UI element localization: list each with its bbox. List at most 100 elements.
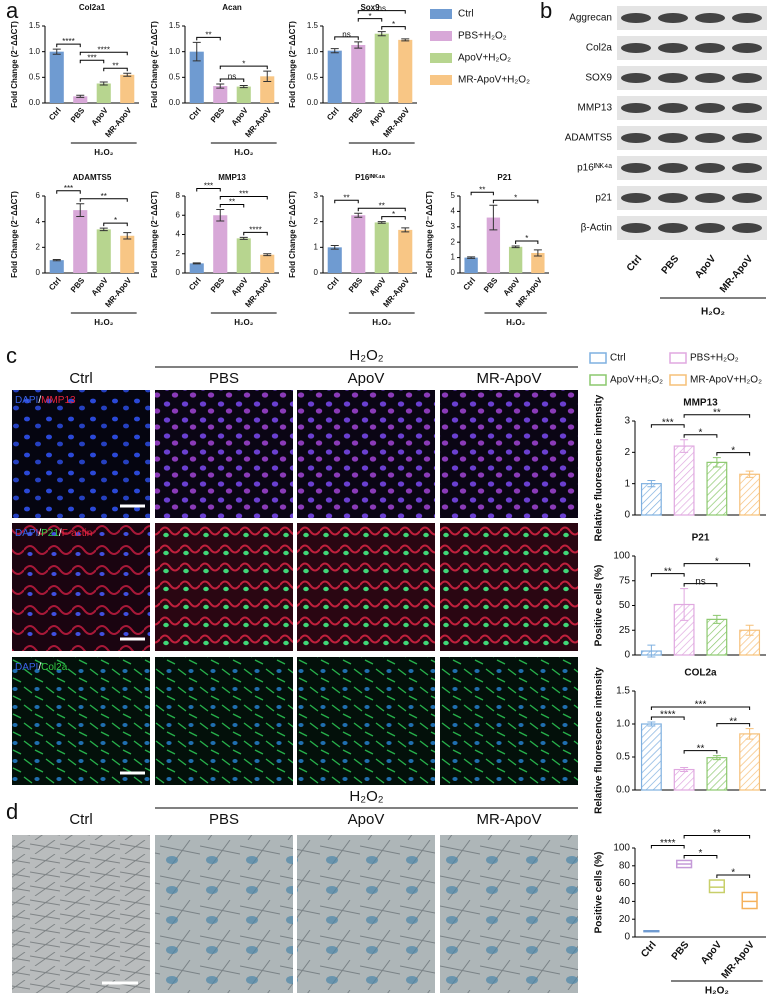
legend-label: MR-ApoV+H₂O₂ — [458, 75, 530, 86]
error-bar — [401, 38, 410, 42]
micrograph — [440, 390, 578, 518]
chart-title: MMP13 — [683, 398, 718, 409]
y-tick-label: 2 — [314, 217, 319, 226]
bar — [213, 215, 228, 273]
blot-band — [695, 223, 725, 233]
significance-label: * — [731, 445, 735, 456]
blot-band — [695, 193, 725, 203]
micrograph — [155, 835, 293, 993]
y-tick-label: 4 — [451, 207, 456, 216]
x-tick-label: Ctrl — [639, 939, 659, 959]
y-tick-label: 1.0 — [169, 47, 181, 56]
significance-bracket — [716, 874, 751, 879]
row-label-part: F-actin — [62, 528, 93, 539]
bar — [464, 257, 478, 273]
protein-label: p16ᴵᴺᴷ⁴ᵃ — [577, 163, 612, 174]
significance-bracket — [357, 10, 406, 14]
legend-swatch — [669, 352, 687, 364]
error-bar — [239, 236, 248, 240]
bar — [236, 238, 251, 273]
significance-bracket — [650, 716, 685, 721]
row-label-part: MMP13 — [41, 395, 76, 406]
bar — [120, 235, 135, 273]
protein-label: SOX9 — [585, 73, 612, 84]
legend-label: ApoV+H₂O₂ — [610, 375, 663, 386]
bar — [49, 260, 64, 273]
row-label-part: Col2a — [41, 662, 68, 673]
group-label: H₂O₂ — [349, 788, 383, 805]
y-tick-label: 1 — [314, 242, 319, 251]
panel-letter: c — [6, 343, 17, 368]
y-tick-label: 1 — [624, 478, 630, 489]
legend-label: MR-ApoV+H₂O₂ — [690, 375, 762, 386]
y-tick-label: 6 — [36, 191, 41, 200]
y-tick-label: 0.5 — [29, 72, 41, 81]
column-label: Ctrl — [69, 811, 92, 828]
significance-label: * — [114, 216, 117, 225]
chart-title: Acan — [222, 3, 242, 12]
significance-bracket — [79, 59, 105, 64]
blot-band — [658, 193, 688, 203]
x-tick-label: PBS — [482, 275, 500, 294]
x-tick-label: Ctrl — [187, 106, 203, 122]
bar — [739, 473, 761, 516]
significance-bracket — [334, 199, 359, 204]
micrograph — [297, 523, 435, 651]
bar — [96, 229, 111, 273]
significance-bracket — [683, 750, 718, 754]
significance-bracket — [683, 563, 751, 567]
legend-label: ApoV+H₂O₂ — [458, 53, 511, 64]
row-label: DAPI/Col2a — [15, 662, 68, 673]
y-axis-label: Fold Change (2⁻ΔΔCT) — [10, 191, 19, 278]
error-bar — [239, 85, 248, 89]
y-axis-label: Fold Change (2⁻ΔΔCT) — [150, 191, 159, 278]
chart-title: Sox9 — [360, 3, 380, 12]
blot-band — [732, 103, 762, 113]
row-label-part: DAPI — [15, 528, 38, 539]
y-tick-label: 3 — [624, 416, 630, 427]
group-label: H₂O₂ — [349, 347, 383, 364]
significance-bracket — [219, 195, 268, 200]
significance-label: ** — [729, 716, 737, 727]
significance-bracket — [470, 191, 494, 196]
blot-band — [621, 163, 651, 173]
blot-band — [621, 193, 651, 203]
blot-band — [621, 103, 651, 113]
significance-label: ** — [713, 407, 721, 418]
significance-label: * — [514, 193, 517, 202]
significance-label: * — [242, 59, 245, 68]
significance-bracket — [219, 78, 245, 83]
panel-letter: a — [6, 0, 19, 23]
bar — [351, 215, 366, 273]
significance-label: ** — [229, 198, 235, 207]
chart-title: ADAMTS5 — [73, 173, 112, 182]
micrograph — [440, 657, 578, 785]
blot-band — [658, 43, 688, 53]
significance-bracket — [650, 844, 685, 849]
blot-band — [658, 133, 688, 143]
micrograph — [155, 523, 293, 651]
bar — [351, 44, 366, 103]
panel-letter: b — [540, 0, 552, 23]
blot-band — [621, 223, 651, 233]
error-bar — [123, 72, 132, 77]
x-tick-label: ApoV — [230, 275, 251, 297]
significance-label: ** — [697, 743, 705, 754]
row-label-part: DAPI — [15, 395, 38, 406]
bar — [189, 263, 204, 273]
x-tick-label: ApoV — [501, 275, 522, 297]
group-label: H₂O₂ — [94, 318, 114, 327]
x-tick-label: PBS — [670, 939, 692, 962]
legend-swatch — [430, 31, 452, 41]
significance-label: ** — [479, 185, 485, 194]
group-label: H₂O₂ — [234, 318, 254, 327]
error-bar — [647, 644, 656, 658]
lane-label: PBS — [660, 253, 682, 276]
significance-label: *** — [662, 417, 674, 428]
blot-band — [695, 163, 725, 173]
error-bar — [745, 470, 754, 478]
x-tick-label: Ctrl — [325, 276, 341, 292]
chart-title: P21 — [497, 173, 512, 182]
chart-title: COL2a — [684, 668, 717, 679]
bar — [531, 252, 545, 273]
